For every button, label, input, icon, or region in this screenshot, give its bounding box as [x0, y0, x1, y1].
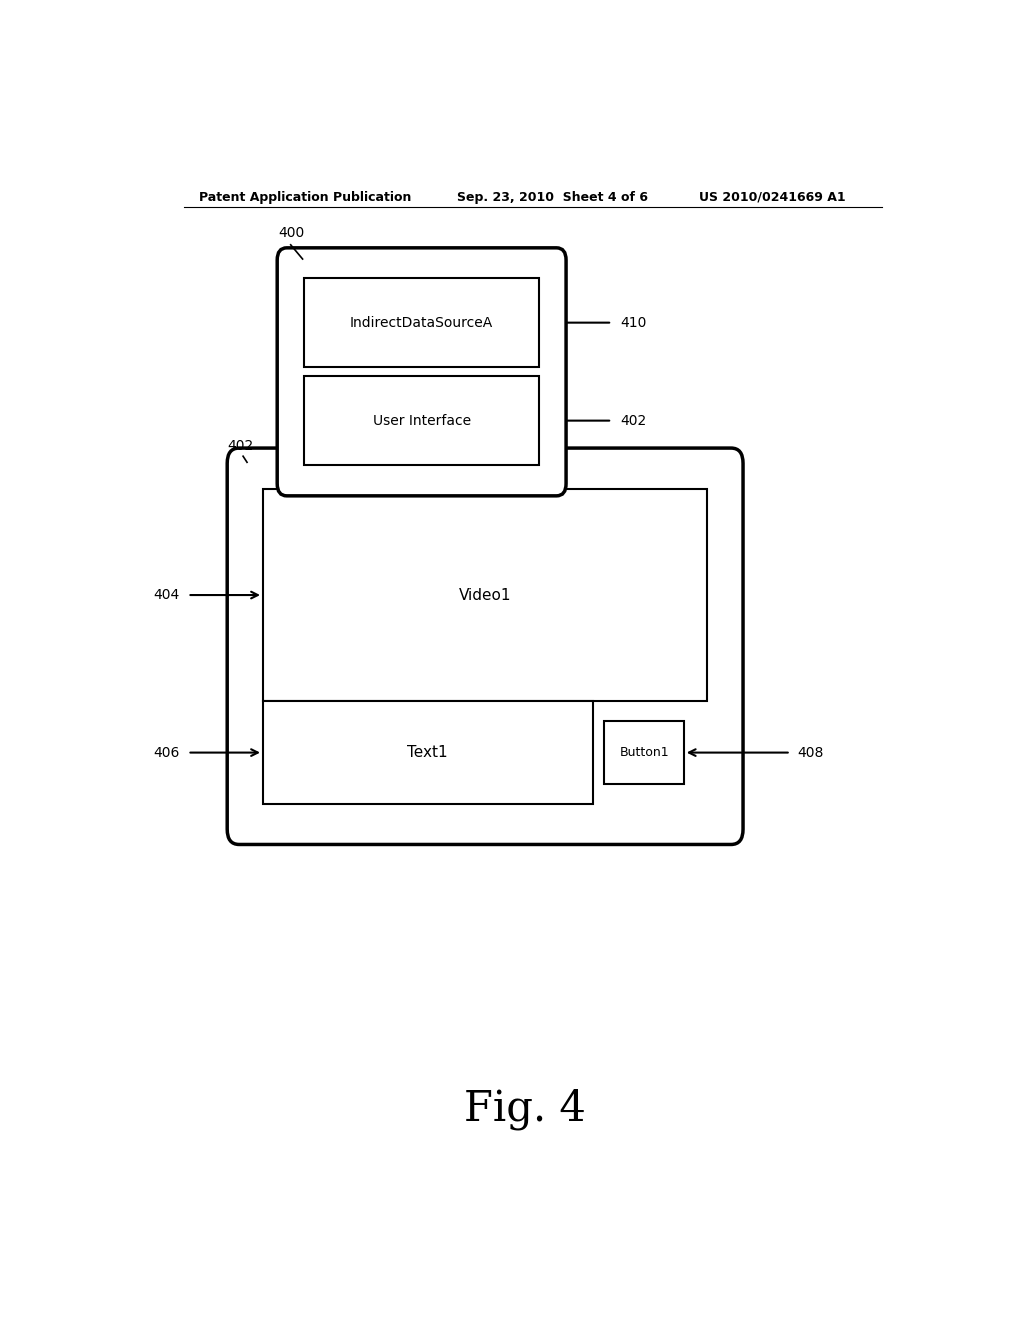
Text: Patent Application Publication: Patent Application Publication	[200, 190, 412, 203]
Text: 402: 402	[227, 440, 254, 453]
FancyBboxPatch shape	[304, 279, 539, 367]
Text: User Interface: User Interface	[373, 413, 471, 428]
Text: Sep. 23, 2010  Sheet 4 of 6: Sep. 23, 2010 Sheet 4 of 6	[458, 190, 648, 203]
Text: 408: 408	[797, 746, 823, 759]
Text: Text1: Text1	[408, 744, 449, 760]
Text: IndirectDataSourceA: IndirectDataSourceA	[350, 315, 494, 330]
FancyBboxPatch shape	[263, 488, 708, 701]
Text: 410: 410	[620, 315, 646, 330]
Text: Video1: Video1	[459, 587, 511, 602]
Text: 406: 406	[154, 746, 179, 759]
FancyBboxPatch shape	[263, 701, 593, 804]
Text: 400: 400	[279, 226, 305, 240]
Text: 402: 402	[620, 413, 646, 428]
FancyBboxPatch shape	[278, 248, 566, 496]
Text: Button1: Button1	[620, 746, 669, 759]
Text: 404: 404	[154, 587, 179, 602]
FancyBboxPatch shape	[304, 376, 539, 466]
FancyBboxPatch shape	[604, 721, 684, 784]
Text: US 2010/0241669 A1: US 2010/0241669 A1	[699, 190, 846, 203]
Text: Fig. 4: Fig. 4	[464, 1088, 586, 1130]
FancyBboxPatch shape	[227, 447, 743, 845]
